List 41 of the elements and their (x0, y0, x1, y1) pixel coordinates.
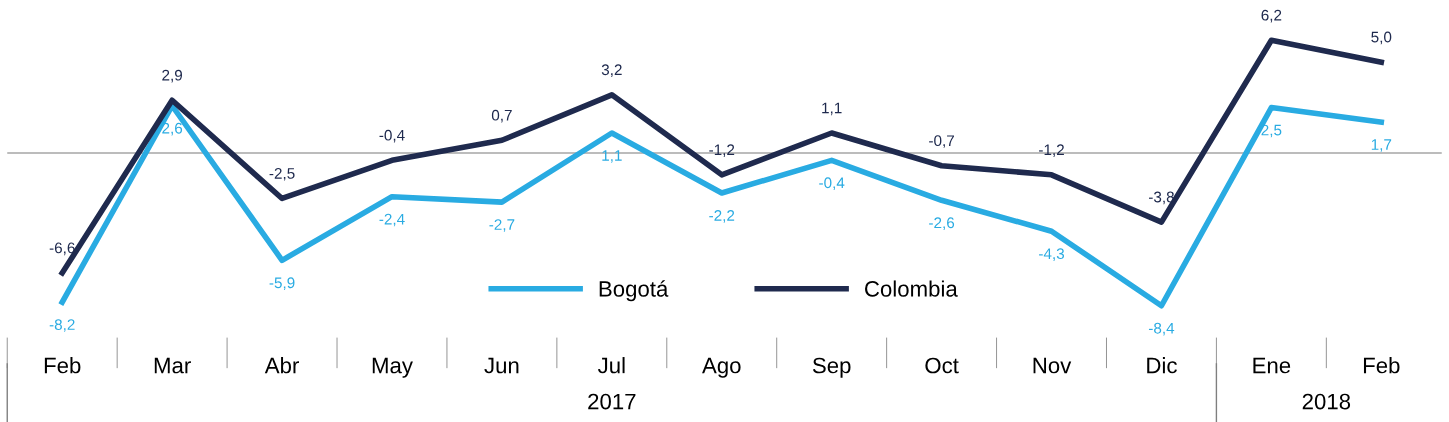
x-tick-label: Mar (154, 357, 191, 374)
data-label: -5,9 (269, 277, 295, 290)
x-tick-label: Oct (925, 357, 959, 374)
data-label: -8,2 (49, 319, 75, 332)
data-label: 6,2 (1261, 9, 1282, 23)
data-label: -0,4 (379, 129, 405, 143)
data-label: -2,2 (709, 210, 735, 223)
data-label: -0,4 (819, 177, 845, 190)
data-label: -8,4 (1148, 322, 1175, 336)
data-label: 1,1 (822, 102, 842, 116)
data-label: -2,7 (489, 219, 515, 232)
text: 2017 (588, 393, 636, 410)
data-label: -0,7 (929, 135, 954, 148)
data-label: -1,2 (709, 144, 735, 157)
data-label: -2,6 (929, 217, 955, 230)
x-tick-label: Sep (812, 357, 851, 378)
data-label: -4,3 (1039, 248, 1065, 261)
x-tick-label: Abr (264, 357, 299, 374)
x-tick-label: Nov (1033, 357, 1072, 374)
x-tick-label: Feb (44, 357, 81, 374)
data-label: -2,4 (379, 213, 405, 227)
text: 2018 (1302, 393, 1351, 410)
legend-label: Colombia (865, 280, 958, 297)
data-label: 2,6 (162, 122, 183, 136)
data-label: -2,5 (269, 167, 295, 181)
data-label: -6,6 (49, 242, 75, 256)
legend-label: Bogotá (599, 280, 669, 302)
data-label: -1,2 (1039, 144, 1064, 157)
data-label: 3,2 (601, 64, 622, 77)
data-label: 0,7 (491, 109, 512, 123)
data-label: 1,1 (602, 150, 622, 163)
data-label: 5,0 (1371, 31, 1392, 45)
x-tick-label: Jul (597, 357, 625, 374)
data-label: 1,7 (1371, 139, 1392, 152)
x-tick-label: Ene (1253, 357, 1291, 374)
x-tick-label: Dic (1147, 357, 1177, 374)
x-tick-label: Jun (484, 357, 519, 374)
data-label: 2,9 (162, 69, 183, 83)
x-tick-label: Feb (1363, 357, 1400, 374)
x-tick-label: Ago (702, 357, 741, 378)
x-tick-label: May (372, 357, 413, 378)
